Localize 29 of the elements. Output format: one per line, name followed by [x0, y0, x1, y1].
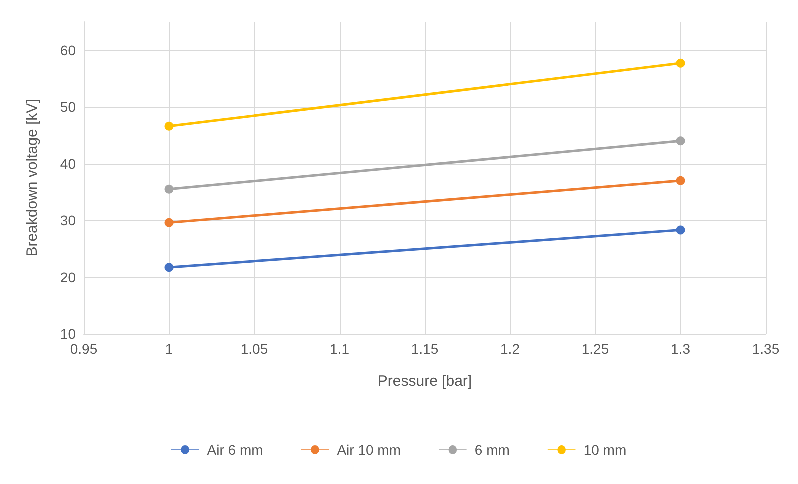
x-tick-label: 1.2: [500, 341, 520, 357]
legend-label: Air 6 mm: [207, 442, 264, 458]
x-tick-label: 1.15: [411, 341, 439, 357]
y-tick-label: 50: [60, 99, 76, 116]
x-tick-label: 1.25: [582, 341, 610, 357]
point: [164, 184, 174, 194]
point: [164, 122, 174, 131]
point: [164, 263, 174, 272]
y-tick-label: 20: [60, 269, 76, 286]
x-tick-label: 1.3: [671, 341, 691, 357]
x-tick-label: 1.05: [240, 341, 268, 357]
point: [676, 58, 686, 68]
x-tick-label: 0.95: [70, 341, 98, 357]
y-tick-label: 10: [60, 326, 76, 342]
x-axis-title: Pressure [bar]: [378, 373, 472, 390]
legend-label: Air 10 mm: [337, 442, 402, 458]
x-tick-label: 1.35: [752, 341, 780, 357]
x-tick-label: 1: [165, 341, 174, 357]
y-tick-label: 30: [60, 212, 76, 229]
legend-label: 6 mm: [474, 442, 510, 458]
point: [676, 136, 686, 146]
point: [676, 226, 686, 235]
point: [676, 176, 686, 186]
x-tick-label: 1.1: [330, 341, 350, 357]
legend-label: 10 mm: [584, 442, 627, 458]
y-axis-title: Breakdown voltage [kV]: [24, 99, 41, 257]
y-tick-label: 60: [60, 42, 76, 58]
y-tick-label: 40: [60, 156, 76, 172]
point: [164, 218, 174, 228]
